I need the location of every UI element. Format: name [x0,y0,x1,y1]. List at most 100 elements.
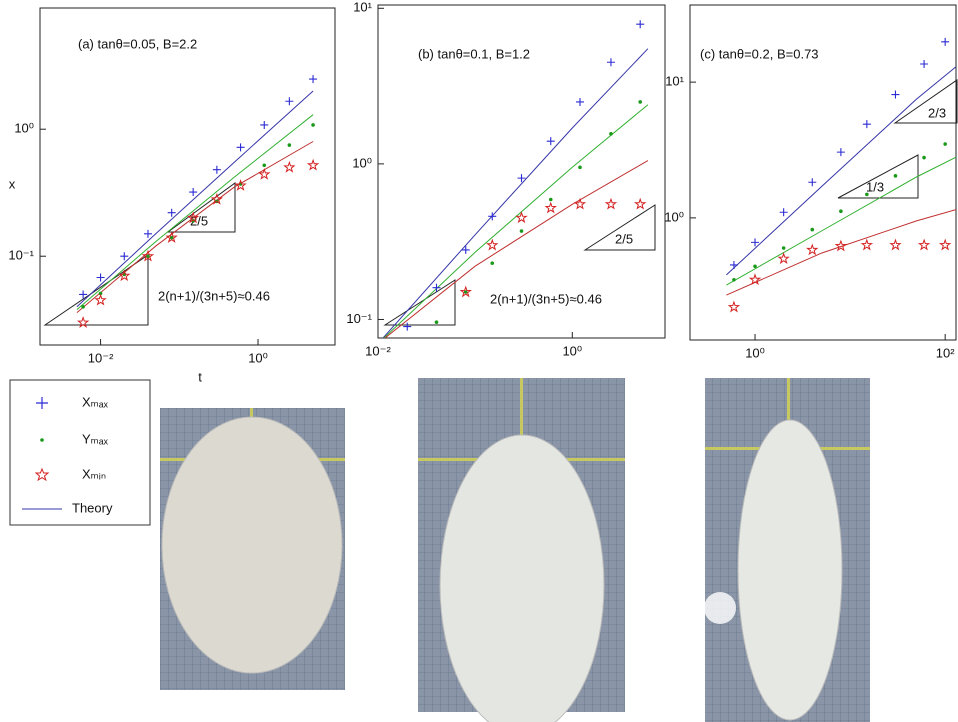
point [941,37,950,46]
point [779,208,788,217]
point [839,209,843,213]
point [141,249,155,262]
slope-triangle [583,204,656,251]
slope-triangle [43,254,149,326]
slope-label: 2/5 [615,231,633,246]
point [210,192,224,205]
theory-line [76,90,314,308]
plot-area [76,75,320,328]
point [638,100,643,104]
point [517,174,526,183]
legend-label: Xₘₐₓ [82,394,109,409]
point [143,229,152,238]
point [729,260,738,269]
point [260,120,269,129]
point [283,160,296,173]
point [459,285,472,298]
theory-line [383,104,649,338]
point [943,142,947,146]
point [146,254,150,259]
point [917,238,931,251]
photo-c [704,378,870,722]
point [118,269,131,282]
point [920,60,929,69]
slope-label: 2(n+1)/(3n+5)≈0.46 [490,291,602,306]
point [405,352,409,356]
point [834,239,847,252]
point [120,252,129,261]
point [236,143,245,152]
point [781,246,786,250]
point [515,211,528,224]
point [167,208,176,217]
point [732,277,736,282]
point [891,90,900,99]
point [810,227,815,232]
point [287,143,292,147]
point [79,290,88,299]
point [606,58,615,67]
x-axis-label: t [198,369,202,384]
point [96,273,105,282]
point [77,316,90,328]
legend-label: Theory [72,500,113,515]
legend: Xₘₐₓ Yₘₐₓ Xₘᵢₙ Theory [9,379,151,526]
point [309,75,318,84]
y-tick-label: 10¹ [353,0,372,15]
point [575,97,584,106]
point [748,273,762,286]
slope-triangle [893,79,958,124]
point [753,264,757,269]
photo-a [160,408,345,690]
point [94,293,107,306]
point [865,192,869,197]
x-tick-label: 10⁰ [745,345,765,360]
point [546,137,555,146]
point [169,235,174,240]
panel-title: (a) tanθ=0.05, B=2.2 [78,36,197,51]
point [285,97,294,106]
x-tick-label: 10² [936,345,955,360]
slope-label: 1/3 [866,179,884,194]
y-tick-label: 10⁻¹ [346,311,372,326]
point [191,219,195,223]
panel-title: (b) tanθ=0.1, B=1.2 [418,46,530,61]
y-tick-label: 10¹ [665,74,684,89]
point [922,155,926,160]
slope-triangle [166,182,236,233]
point [486,238,499,251]
point [434,320,439,325]
point [860,238,874,251]
point [548,197,553,202]
y-tick-label: 10⁻¹ [8,248,34,263]
point [186,211,200,224]
point [636,20,645,29]
y-tick-label: 10⁰ [352,155,372,170]
point [306,158,320,171]
x-tick-label: 10⁻² [365,343,391,358]
point [488,212,497,221]
slope-label: 2/3 [928,105,946,120]
point [432,283,441,292]
point [189,188,198,197]
point [165,231,178,243]
plot-area [726,37,956,313]
plot-frame [39,7,336,346]
plot-area [382,20,649,405]
point [862,120,871,129]
panel-title: (c) tanθ=0.2, B=0.73 [700,46,819,61]
point [578,165,582,170]
plot-frame [689,4,957,341]
point [751,238,760,247]
point [461,245,470,254]
point [806,243,819,256]
point [81,304,85,309]
theory-line [384,160,649,338]
point [403,322,412,331]
slope-triangle [383,279,456,326]
legend-label: Yₘₐₓ [82,431,109,446]
point [403,396,413,405]
y-axis-label: x [9,176,16,191]
slope-label: 2(n+1)/(3n+5)≈0.46 [158,288,270,303]
point [262,163,267,168]
